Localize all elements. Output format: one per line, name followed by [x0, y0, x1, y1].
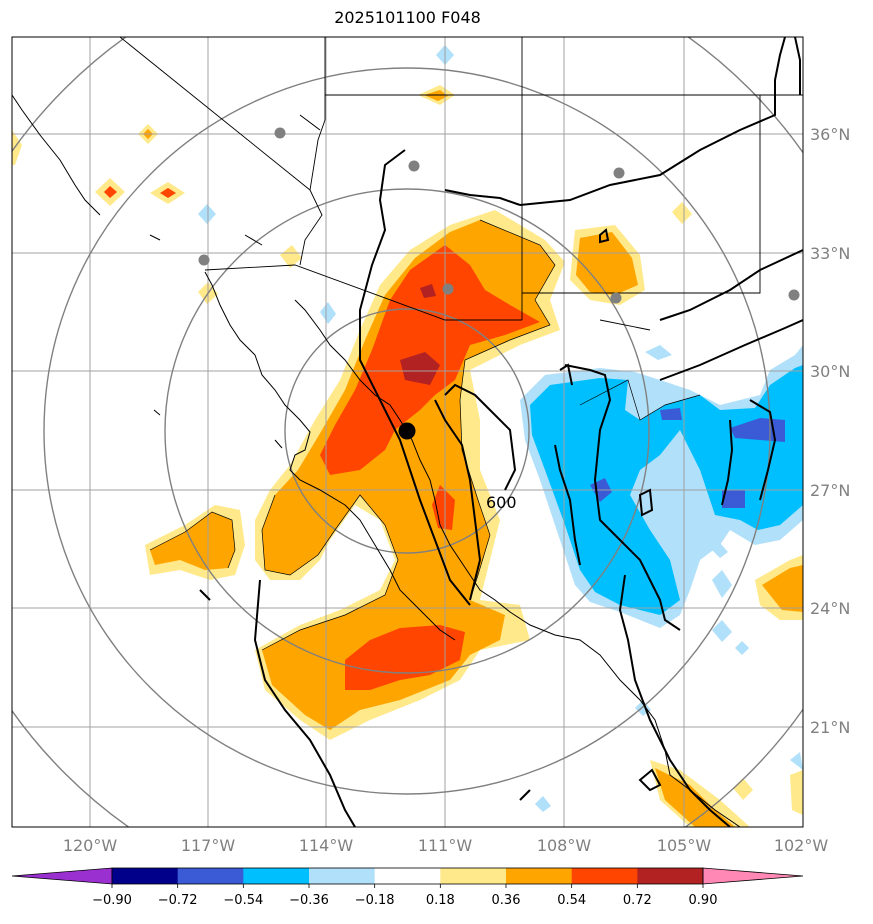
colorbar-tick-label: 0.54 — [557, 893, 586, 908]
colorbar-segment — [309, 868, 376, 884]
lat-label: 21°N — [810, 718, 850, 737]
height-contour-label: 600 — [486, 493, 517, 512]
station-marker — [610, 292, 622, 304]
lat-label: 30°N — [810, 362, 850, 381]
negative-anomaly-fill — [198, 45, 803, 812]
lon-label: 120°W — [63, 836, 118, 855]
station-marker — [442, 283, 454, 295]
graticule — [12, 37, 803, 827]
colorbar-tick-label: 0.90 — [689, 893, 718, 908]
colorbar-segment — [374, 868, 441, 884]
station-markers — [198, 127, 800, 304]
coastlines — [12, 94, 741, 827]
height-contours — [199, 37, 803, 827]
lat-label: 27°N — [810, 481, 850, 500]
lat-label: 36°N — [810, 125, 850, 144]
colorbar-tick-label: −0.90 — [92, 893, 132, 908]
lon-label: 111°W — [418, 836, 473, 855]
colorbar-tick-label: 0.18 — [426, 893, 455, 908]
colorbar-tick-label: −0.36 — [289, 893, 329, 908]
colorbar-segment — [243, 868, 310, 884]
station-marker — [408, 160, 420, 172]
lon-label: 117°W — [181, 836, 236, 855]
colorbar-tick-label: 0.72 — [623, 893, 652, 908]
colorbar: −0.90 −0.72 −0.54 −0.36 −0.18 0.18 0.36 0.54 0.7… — [11, 867, 804, 908]
lon-label: 102°W — [774, 836, 829, 855]
map-title: 2025101100 F048 — [334, 8, 481, 27]
colorbar-tick-label: −0.54 — [223, 893, 263, 908]
latitude-labels: 36°N 33°N 30°N 27°N 24°N 21°N — [810, 125, 850, 737]
anomaly-contour-lines — [149, 219, 701, 651]
colorbar-extend-high — [702, 867, 804, 885]
map-frame — [11, 36, 804, 828]
colorbar-segment — [177, 868, 244, 884]
colorbar-segment — [571, 868, 638, 884]
colorbar-extend-low — [11, 867, 113, 885]
lon-label: 105°W — [657, 836, 712, 855]
station-marker — [613, 167, 625, 179]
longitude-labels: 120°W 117°W 114°W 111°W 108°W 105°W 102°… — [63, 836, 829, 855]
station-marker — [274, 127, 286, 139]
colorbar-segment — [506, 868, 573, 884]
colorbar-segment — [112, 868, 179, 884]
lat-label: 33°N — [810, 244, 850, 263]
colorbar-outline — [111, 867, 704, 885]
colorbar-segment — [637, 868, 704, 884]
colorbar-tick-label: 0.36 — [492, 893, 521, 908]
station-marker — [198, 254, 210, 266]
colorbar-tick-label: −0.18 — [355, 893, 395, 908]
political-borders — [119, 37, 803, 331]
center-marker — [398, 422, 416, 440]
colorbar-segment — [440, 868, 507, 884]
station-marker — [788, 289, 800, 301]
lat-label: 24°N — [810, 599, 850, 618]
colorbar-tick-label: −0.72 — [158, 893, 198, 908]
lon-label: 114°W — [299, 836, 354, 855]
lon-label: 108°W — [537, 836, 592, 855]
